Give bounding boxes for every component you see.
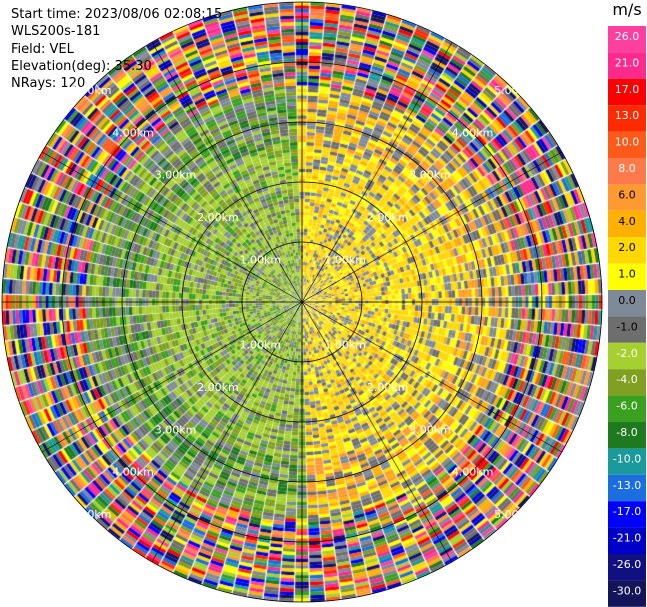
colorbar-segment	[608, 237, 646, 264]
colorbar-tick-label: 1.0	[618, 268, 636, 281]
colorbar-tick-label: 4.0	[618, 215, 636, 228]
range-ring-label: 5.00km	[494, 508, 536, 521]
colorbar-tick-label: 17.0	[615, 83, 640, 96]
colorbar-segment	[608, 422, 646, 449]
range-ring-label: 3.00km	[409, 423, 451, 436]
colorbar-segment	[608, 580, 646, 607]
colorbar-segment	[608, 52, 646, 79]
range-ring-label: 4.00km	[452, 466, 494, 479]
colorbar-segment	[608, 554, 646, 581]
range-ring-label: 2.00km	[197, 211, 239, 224]
range-ring-label: 5.00km	[494, 84, 536, 97]
colorbar-tick-label: 26.0	[615, 30, 640, 43]
colorbar-tick-label: 13.0	[615, 109, 640, 122]
colorbar-segment	[608, 369, 646, 396]
colorbar-segment	[608, 501, 646, 528]
range-ring-label: 2.00km	[197, 381, 239, 394]
range-ring-label: 3.00km	[155, 423, 197, 436]
colorbar-tick-label: -21.0	[613, 532, 641, 545]
colorbar-tick-label: 8.0	[618, 162, 636, 175]
colorbar-segment	[608, 527, 646, 554]
nrays-label: NRays: 120	[11, 76, 86, 92]
colorbar-segment	[608, 474, 646, 502]
colorbar-tick-label: -10.0	[613, 452, 641, 465]
colorbar-segment	[608, 131, 646, 158]
range-ring-label: 1.00km	[324, 338, 366, 351]
colorbar-segment	[608, 448, 646, 475]
range-ring-label: 2.00km	[367, 381, 409, 394]
elevation-label: Elevation(deg): 35.30	[11, 58, 152, 74]
field-label: Field: VEL	[11, 41, 74, 57]
range-ring-label: 4.00km	[112, 126, 154, 139]
colorbar-segment	[608, 342, 646, 370]
colorbar-tick-label: -2.0	[616, 347, 637, 360]
colorbar-segment	[608, 105, 646, 132]
colorbar-tick-label: 6.0	[618, 188, 636, 201]
colorbar-tick-label: -4.0	[616, 373, 637, 386]
colorbar-tick-label: 2.0	[618, 241, 636, 254]
colorbar-segment	[608, 26, 646, 53]
colorbar-tick-label: -1.0	[616, 320, 637, 333]
colorbar-segment	[608, 290, 646, 317]
header-info: Start time: 2023/08/06 02:08:15 WLS200s-…	[11, 6, 222, 92]
azimuth-spoke	[42, 151, 562, 453]
colorbar-tick-label: -30.0	[613, 584, 641, 597]
colorbar-tick-label: -26.0	[613, 558, 641, 571]
colorbar-segment	[608, 395, 646, 422]
instrument-label: WLS200s-181	[11, 24, 101, 40]
range-ring-label: 5.00km	[70, 508, 112, 521]
range-ring-label: 5.00km	[70, 84, 112, 97]
colorbar-tick-label: 10.0	[615, 136, 640, 149]
colorbar-unit-label: m/s	[612, 0, 642, 19]
colorbar-tick-label: -17.0	[613, 505, 641, 518]
colorbar-tick-label: 21.0	[615, 56, 640, 69]
start-time-label: Start time: 2023/08/06 02:08:15	[11, 7, 223, 22]
colorbar-segment	[608, 78, 646, 106]
range-ring-label: 3.00km	[409, 169, 451, 182]
range-ring-label: 1.00km	[240, 338, 282, 351]
colorbar-tick-label: -8.0	[616, 426, 637, 439]
range-ring-label: 4.00km	[452, 126, 494, 139]
colorbar-segment	[608, 316, 646, 343]
range-ring-label: 1.00km	[324, 254, 366, 267]
range-ring-label: 4.00km	[112, 466, 154, 479]
range-ring-label: 3.00km	[155, 169, 197, 182]
colorbar-segment	[608, 184, 646, 211]
colorbar-segment	[608, 263, 646, 290]
colorbar-segment	[608, 210, 646, 238]
colorbar-segment	[608, 158, 646, 185]
range-ring-label: 2.00km	[367, 211, 409, 224]
colorbar-tick-label: -6.0	[616, 400, 637, 413]
range-ring-label: 1.00km	[240, 254, 282, 267]
colorbar-tick-label: 0.0	[618, 294, 636, 307]
colorbar-tick-label: -13.0	[613, 479, 641, 492]
